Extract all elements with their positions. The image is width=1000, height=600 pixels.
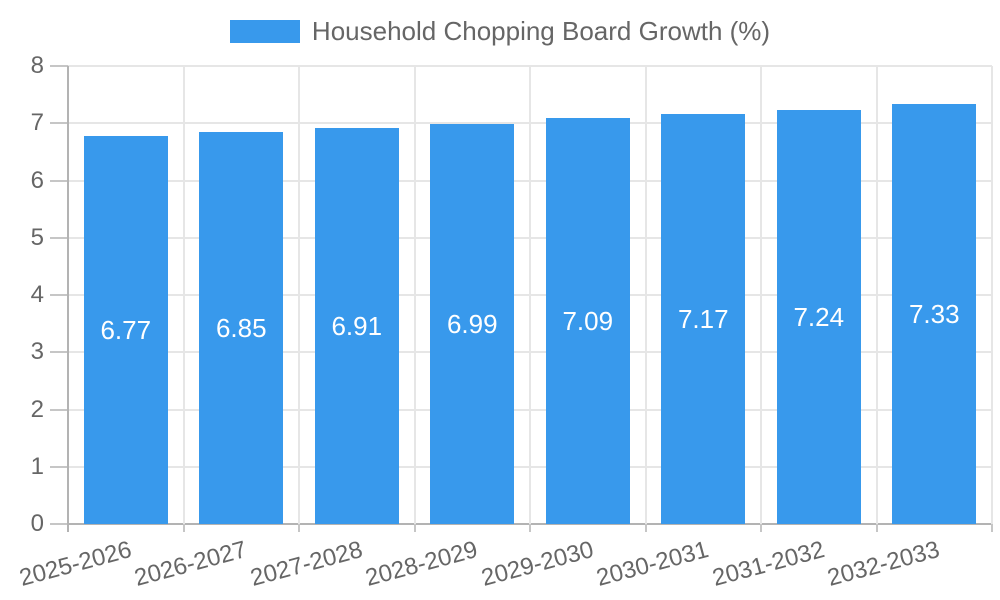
bar[interactable]: 7.33 xyxy=(892,104,977,524)
y-tick-label: 3 xyxy=(30,338,44,366)
x-tick-label: 2030-2031 xyxy=(593,536,712,592)
bar-value-label: 7.24 xyxy=(793,301,845,332)
x-tick-mark xyxy=(298,524,300,532)
legend-swatch-icon xyxy=(229,19,300,43)
grid-line-vertical xyxy=(644,66,647,524)
grid-line-vertical xyxy=(182,66,185,524)
bar-value-label: 7.09 xyxy=(562,306,614,337)
bar-value-label: 6.91 xyxy=(331,311,383,342)
y-tick-mark xyxy=(50,523,68,525)
y-tick-mark xyxy=(50,179,68,182)
bar-value-label: 6.85 xyxy=(215,312,267,343)
bar-value-label: 7.33 xyxy=(908,299,960,330)
bar[interactable]: 7.24 xyxy=(776,109,861,524)
y-tick-mark xyxy=(50,408,68,411)
y-tick-label: 0 xyxy=(30,510,44,537)
y-tick-label: 6 xyxy=(30,166,44,194)
bar-value-label: 6.99 xyxy=(446,308,498,339)
y-tick-label: 8 xyxy=(30,52,44,79)
x-tick-mark xyxy=(529,524,531,532)
x-tick-label: 2026-2027 xyxy=(131,536,250,592)
y-axis-line xyxy=(67,66,69,532)
bar[interactable]: 7.17 xyxy=(661,113,746,524)
x-tick-mark xyxy=(991,524,993,532)
x-tick-mark xyxy=(875,524,878,532)
bar[interactable]: 6.77 xyxy=(83,136,168,524)
y-tick-mark xyxy=(50,351,68,354)
x-tick-mark xyxy=(413,524,416,532)
grid-line-vertical xyxy=(875,66,878,524)
x-tick-mark xyxy=(760,524,762,532)
x-tick-label: 2025-2026 xyxy=(16,536,135,592)
y-tick-mark xyxy=(50,236,68,239)
bar-value-label: 7.17 xyxy=(677,303,729,334)
y-tick-mark xyxy=(50,122,68,125)
y-tick-label: 4 xyxy=(30,281,44,308)
grid-line-vertical xyxy=(991,66,993,524)
bar-value-label: 6.77 xyxy=(100,315,152,346)
x-tick-label: 2031-2032 xyxy=(709,536,828,592)
y-tick-mark xyxy=(50,294,68,296)
bar[interactable]: 6.99 xyxy=(430,123,515,524)
y-tick-label: 1 xyxy=(30,452,44,480)
bar[interactable]: 6.85 xyxy=(199,131,284,524)
y-tick-mark xyxy=(50,465,68,468)
grid-line-vertical xyxy=(413,66,416,524)
x-tick-label: 2029-2030 xyxy=(478,536,597,592)
legend-item[interactable]: Household Chopping Board Growth (%) xyxy=(0,17,1000,46)
y-tick-label: 7 xyxy=(30,109,44,137)
grid-line-vertical xyxy=(298,66,300,524)
grid-line-vertical xyxy=(529,66,531,524)
grid-line-vertical xyxy=(760,66,762,524)
bar[interactable]: 6.91 xyxy=(314,128,399,524)
x-tick-label: 2032-2033 xyxy=(824,536,943,592)
x-tick-mark xyxy=(182,524,185,532)
y-tick-mark xyxy=(50,65,68,67)
x-tick-label: 2028-2029 xyxy=(362,536,481,592)
bar[interactable]: 7.09 xyxy=(545,118,630,524)
x-tick-mark xyxy=(644,524,647,532)
legend-label: Household Chopping Board Growth (%) xyxy=(311,16,771,46)
y-tick-label: 5 xyxy=(30,223,44,251)
x-tick-label: 2027-2028 xyxy=(247,536,366,592)
y-tick-label: 2 xyxy=(30,395,44,423)
